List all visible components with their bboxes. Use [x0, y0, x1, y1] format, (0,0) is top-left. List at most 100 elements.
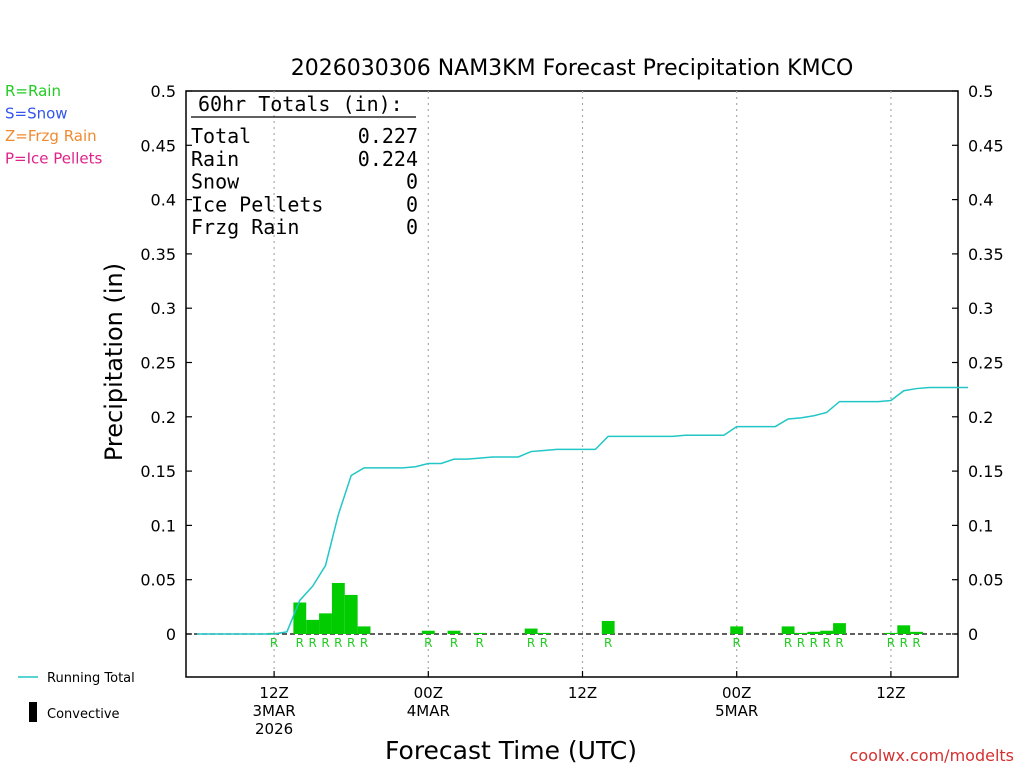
precip-type-marker: R [347, 636, 355, 650]
precip-type-marker: R [527, 636, 535, 650]
y-tick-label-left: 0.05 [140, 571, 176, 590]
totals-row-label: Ice Pellets [191, 192, 323, 216]
totals-box: 60hr Totals (in): Total 0.227 Rain 0.224 Sno… [191, 92, 418, 239]
precip-bar [331, 582, 345, 634]
precip-type-marker: R [540, 636, 548, 650]
y-tick-label-left: 0 [166, 625, 176, 644]
precip-bar [537, 632, 551, 634]
hourly-precip-bars [267, 582, 924, 634]
precip-type-marker: R [784, 636, 792, 650]
convective-legend-swatch [29, 702, 37, 722]
y-axis-label: Precipitation (in) [100, 263, 128, 461]
precip-type-marker: R [424, 636, 432, 650]
y-tick-label-right: 0.25 [968, 354, 1004, 373]
precip-bar [344, 594, 358, 634]
y-tick-label-left: 0.3 [151, 299, 176, 318]
precip-type-legend-item: Z=Frzg Rain [5, 127, 97, 145]
precip-type-marker: R [900, 636, 908, 650]
precip-type-marker: R [835, 636, 843, 650]
totals-row-label: Rain [191, 147, 239, 171]
precip-bar [601, 620, 615, 634]
precip-type-marker: R [887, 636, 895, 650]
x-axis-label: Forecast Time (UTC) [385, 736, 637, 765]
totals-row-label: Frzg Rain [191, 215, 299, 239]
precip-bar [807, 631, 821, 634]
x-tick-label: 12Z [259, 684, 288, 702]
precip-type-marker: R [296, 636, 304, 650]
precip-type-legend: R=Rain S=Snow Z=Frzg Rain P=Ice Pellets [5, 82, 102, 168]
x-gridlines [273, 91, 892, 677]
precip-bar [421, 630, 435, 634]
precip-bar [447, 630, 461, 634]
totals-row-value: 0 [406, 215, 418, 239]
x-tick-label: 5MAR [715, 702, 758, 720]
y-tick-label-right: 0.15 [968, 462, 1004, 481]
precip-type-marker: R [450, 636, 458, 650]
convective-legend-label: Convective [47, 707, 120, 722]
precip-bar [820, 630, 834, 634]
totals-row-value: 0.224 [358, 147, 418, 171]
y-axis-right: 0.5 0.45 0.4 0.35 0.3 0.25 0.2 0.15 0.1 0.05 0 [952, 82, 1004, 644]
precip-bar [293, 602, 307, 634]
y-tick-label-right: 0.45 [968, 136, 1004, 155]
precip-bar [897, 625, 911, 634]
x-tick-label: 00Z [722, 684, 751, 702]
y-tick-label-right: 0.1 [968, 516, 993, 535]
precip-bar [473, 632, 487, 634]
precip-type-marker: R [797, 636, 805, 650]
y-tick-label-left: 0.25 [140, 354, 176, 373]
precip-type-marker: R [270, 636, 278, 650]
totals-row-label: Snow [191, 170, 240, 194]
x-tick-label: 4MAR [407, 702, 450, 720]
precip-type-marker: R [360, 636, 368, 650]
precip-bar [794, 632, 808, 634]
y-tick-label-right: 0 [968, 625, 978, 644]
precip-bar [884, 632, 898, 634]
y-tick-label-left: 0.4 [151, 191, 176, 210]
precip-bar [781, 626, 795, 634]
plot-frame [185, 90, 959, 678]
y-tick-label-right: 0.4 [968, 191, 993, 210]
precip-bar [306, 619, 320, 634]
totals-row-value: 0 [406, 192, 418, 216]
y-tick-label-right: 0.2 [968, 408, 993, 427]
totals-row-label: Total [191, 124, 251, 148]
y-axis-left: 0.5 0.45 0.4 0.35 0.3 0.25 0.2 0.15 0.1 0.05 0 [140, 82, 192, 644]
precip-type-marker: R [810, 636, 818, 650]
totals-heading: 60hr Totals (in): [198, 92, 403, 116]
y-tick-label-left: 0.5 [151, 82, 176, 101]
x-tick-label: 2026 [255, 720, 293, 738]
precip-type-marker: R [733, 636, 741, 650]
precip-bar [319, 613, 332, 634]
y-tick-label-left: 0.2 [151, 408, 176, 427]
y-tick-label-right: 0.5 [968, 82, 993, 101]
y-tick-label-left: 0.1 [151, 516, 176, 535]
y-tick-label-right: 0.3 [968, 299, 993, 318]
precip-type-marker: R [308, 636, 316, 650]
x-tick-label: 12Z [568, 684, 597, 702]
precip-bar [730, 626, 744, 634]
running-total-legend-label: Running Total [47, 671, 135, 686]
precip-type-marker: R [321, 636, 329, 650]
x-tick-label: 00Z [414, 684, 443, 702]
precip-type-marker: R [604, 636, 612, 650]
y-tick-label-right: 0.05 [968, 571, 1004, 590]
precip-type-marker: R [334, 636, 342, 650]
precip-bar [357, 626, 371, 634]
y-tick-label-left: 0.15 [140, 462, 176, 481]
x-tick-label: 3MAR [253, 702, 296, 720]
totals-row-value: 0 [406, 170, 418, 194]
precip-bar [910, 631, 924, 634]
precip-bar [833, 623, 846, 634]
x-tick-label: 12Z [876, 684, 905, 702]
precip-type-marker: R [912, 636, 920, 650]
totals-row-value: 0.227 [358, 124, 418, 148]
precip-type-legend-item: P=Ice Pellets [5, 150, 102, 168]
precip-type-legend-item: R=Rain [5, 82, 61, 100]
watermark: coolwx.com/modelts [850, 746, 1014, 765]
chart-title: 2026030306 NAM3KM Forecast Precipitation… [291, 56, 854, 81]
precip-type-marker: R [476, 636, 484, 650]
